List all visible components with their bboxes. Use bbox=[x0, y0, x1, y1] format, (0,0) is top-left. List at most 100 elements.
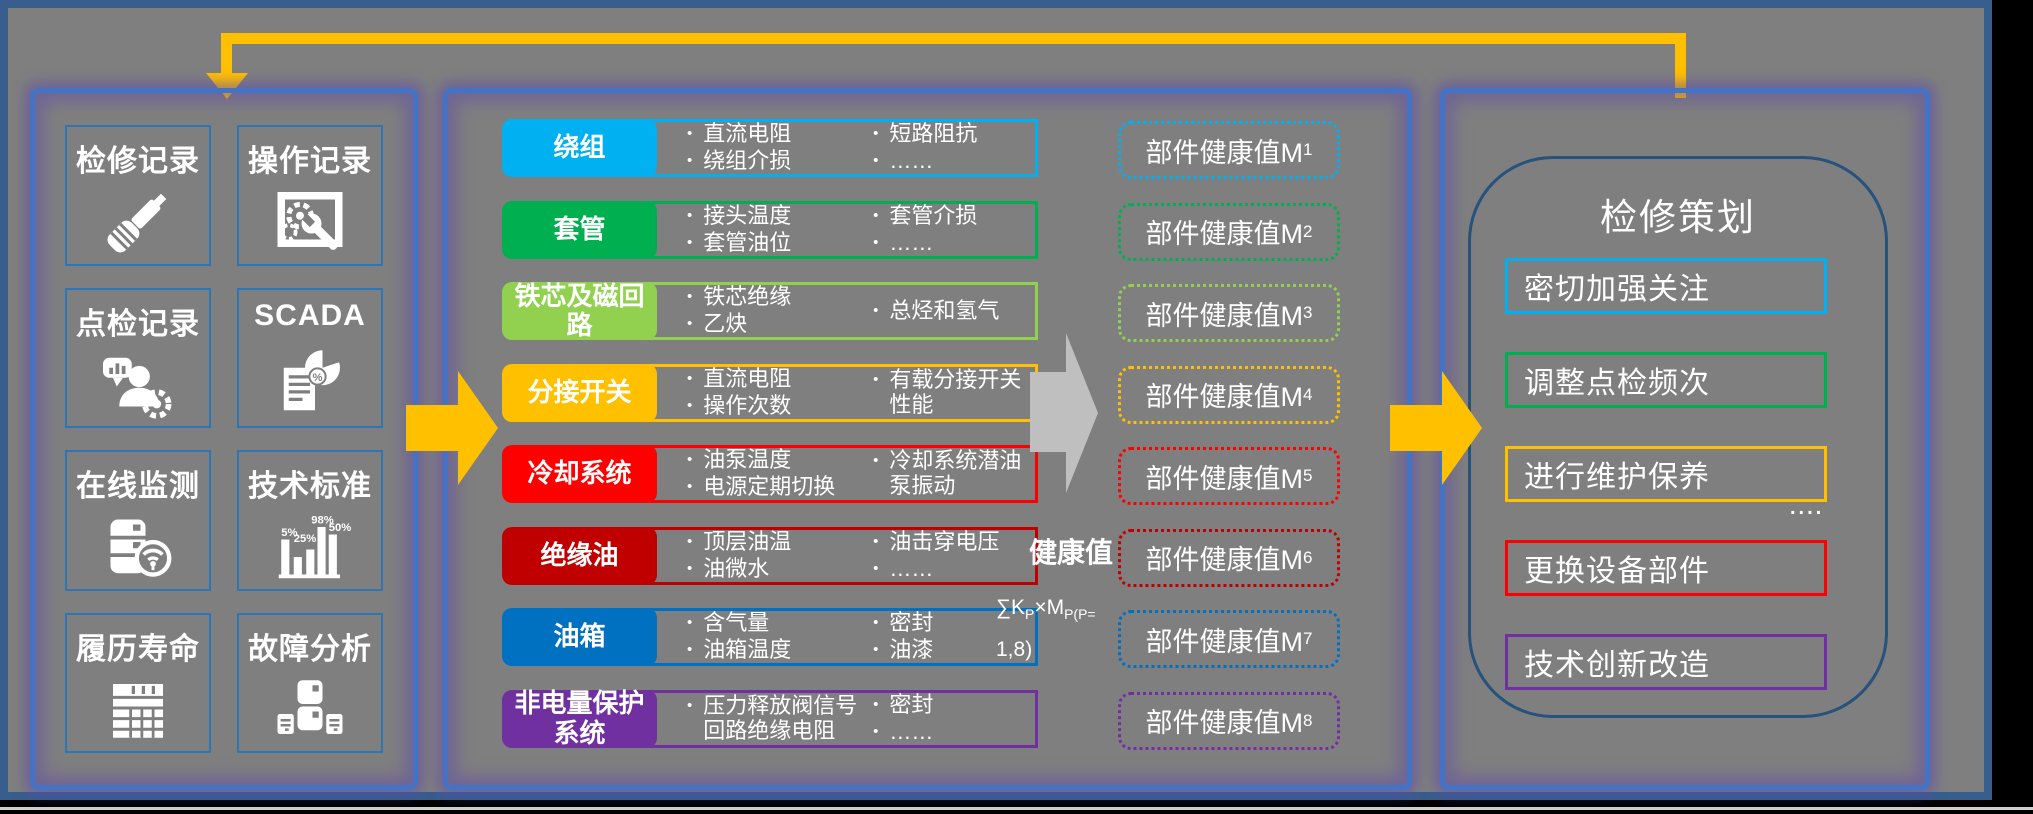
planning-title: 检修策划 bbox=[1600, 197, 1756, 238]
component-health-value-box: 部件健康值M 1 bbox=[1118, 121, 1340, 179]
standards-chart-icon: 5% 25% 98% 50% bbox=[266, 505, 354, 589]
data-source-tiles: 检修记录 操作记录 点检记录 SCADA % 在线监测 技术标准 5% 25% 98… bbox=[65, 125, 383, 753]
component-rows: • 直流电阻 • 绕组介损 • 短路阻抗 •…… 绕组 • 接头温度 • 套管油位 • 套管介损 •… bbox=[502, 119, 1038, 748]
component-row: • 铁芯绝缘 • 乙炔 • 总烃和氢气 铁芯及磁回路 bbox=[502, 281, 1038, 340]
component-row: • 直流电阻 • 绕组介损 • 短路阻抗 •…… 绕组 bbox=[502, 119, 1038, 177]
maintenance-planning-panel: 检修策划 密切加强关注 调整点检频次 进行维护保养 更换设备部件 技术创新改造 .... bbox=[1440, 88, 1930, 790]
fault-analysis-icon bbox=[266, 668, 354, 752]
component-row: • 压力释放阀信号 回路绝缘电阻 • 密封 •…… 非电量保护系统 bbox=[502, 689, 1038, 748]
data-source-label: 在线监测 bbox=[76, 470, 200, 503]
flow-arrow-left-icon bbox=[406, 371, 498, 485]
parameter-item: • 油漆 bbox=[873, 637, 934, 662]
bullet-icon: • bbox=[873, 722, 879, 740]
bullet-icon: • bbox=[873, 301, 879, 319]
parameter-item: • 直流电阻 bbox=[687, 121, 792, 147]
bullet-icon: • bbox=[873, 206, 879, 224]
parameter-item: • 油箱温度 bbox=[687, 637, 792, 662]
planning-action-item: 调整点检频次 bbox=[1505, 352, 1827, 408]
component-row: • 接头温度 • 套管油位 • 套管介损 •…… 套管 bbox=[502, 200, 1038, 259]
svg-text:%: % bbox=[312, 372, 322, 384]
bullet-icon: • bbox=[687, 451, 693, 469]
parameter-item: • 密封 bbox=[873, 610, 934, 636]
online-monitoring-icon bbox=[94, 505, 182, 589]
inspector-person-icon bbox=[94, 343, 182, 427]
parameter-item: • 顶层油温 bbox=[687, 528, 792, 554]
parameter-item: • 有载分接开关性能 bbox=[873, 366, 1022, 417]
component-evaluation-panel: • 直流电阻 • 绕组介损 • 短路阻抗 •…… 绕组 • 接头温度 • 套管油位 • 套管介损 •… bbox=[443, 88, 1412, 790]
health-formula: ∑KP×MP(P= 1,8) bbox=[996, 596, 1096, 661]
more-dots: .... bbox=[1790, 497, 1825, 519]
bullet-icon: • bbox=[873, 532, 879, 550]
parameter-item: • 乙炔 bbox=[687, 311, 748, 336]
bullet-icon: • bbox=[687, 614, 693, 632]
bullet-icon: • bbox=[687, 369, 693, 387]
bullet-icon: • bbox=[687, 206, 693, 224]
component-health-value-box: 部件健康值M 3 bbox=[1118, 284, 1340, 342]
bullet-icon: • bbox=[687, 641, 693, 658]
bullet-icon: • bbox=[873, 559, 879, 577]
planning-action-item: 更换设备部件 bbox=[1505, 540, 1827, 596]
bullet-icon: • bbox=[687, 152, 693, 169]
data-source-tile: 故障分析 bbox=[237, 612, 383, 753]
svg-text:5%: 5% bbox=[281, 527, 297, 539]
parameter-item: •…… bbox=[873, 555, 934, 581]
slide-background bbox=[0, 0, 1992, 800]
bullet-icon: • bbox=[687, 559, 693, 577]
screwdriver-icon bbox=[94, 180, 182, 264]
parameter-item: • 油击穿电压 bbox=[873, 528, 1000, 554]
parameter-item: • 总烃和氢气 bbox=[873, 297, 1000, 323]
parameter-box: • 直流电阻 • 操作次数 • 有载分接开关性能 bbox=[648, 363, 1038, 422]
health-value-label: 健康值 bbox=[1028, 537, 1113, 568]
maintenance-window-icon bbox=[266, 180, 354, 264]
bullet-icon: • bbox=[873, 152, 879, 169]
data-source-label: 技术标准 bbox=[248, 470, 372, 503]
parameter-item: • 密封 bbox=[873, 691, 934, 717]
bullet-icon: • bbox=[687, 532, 693, 550]
parameter-item: • 操作次数 bbox=[687, 392, 792, 418]
component-row: • 顶层油温 • 油微水 • 油击穿电压 •…… 绝缘油 bbox=[502, 526, 1038, 585]
data-source-tile: 检修记录 bbox=[65, 125, 211, 266]
bullet-icon: • bbox=[687, 315, 693, 332]
parameter-box: • 顶层油温 • 油微水 • 油击穿电压 •…… bbox=[648, 526, 1038, 585]
parameter-item: • 铁芯绝缘 bbox=[687, 284, 792, 310]
parameter-box: • 压力释放阀信号 回路绝缘电阻 • 密封 •…… bbox=[648, 689, 1038, 748]
svg-text:98%: 98% bbox=[311, 514, 334, 526]
bullet-icon: • bbox=[687, 396, 693, 414]
component-label: 非电量保护系统 bbox=[502, 689, 657, 748]
component-health-values: 部件健康值M 1 部件健康值M 2 部件健康值M 3 部件健康值M 4 部件健康值M 5 部件健康值… bbox=[1118, 121, 1340, 750]
parameter-item: • 油泵温度 bbox=[687, 447, 792, 473]
bottom-divider bbox=[0, 807, 2033, 810]
component-label: 套管 bbox=[502, 200, 657, 259]
component-label: 绕组 bbox=[502, 119, 657, 177]
parameter-box: • 接头温度 • 套管油位 • 套管介损 •…… bbox=[648, 200, 1038, 259]
planning-actions: 密切加强关注 调整点检频次 进行维护保养 更换设备部件 技术创新改造 bbox=[1505, 258, 1827, 690]
component-health-value-box: 部件健康值M 2 bbox=[1118, 202, 1340, 261]
parameter-item: • 直流电阻 bbox=[687, 365, 792, 391]
data-source-label: 故障分析 bbox=[248, 632, 372, 666]
component-label: 冷却系统 bbox=[502, 445, 657, 503]
component-row: • 直流电阻 • 操作次数 • 有载分接开关性能 分接开关 bbox=[502, 363, 1038, 422]
data-source-label: 检修记录 bbox=[76, 145, 200, 178]
parameter-item: • 含气量 bbox=[687, 610, 770, 636]
component-health-value-box: 部件健康值M 8 bbox=[1118, 691, 1340, 750]
data-source-tile: 技术标准 5% 25% 98% 50% bbox=[237, 450, 383, 591]
scada-report-icon: % bbox=[266, 333, 354, 427]
component-label: 油箱 bbox=[502, 608, 657, 666]
bullet-icon: • bbox=[687, 478, 693, 495]
component-label: 绝缘油 bbox=[502, 526, 657, 585]
health-value-formula-block: 健康值 ∑KP×MP(P= 1,8) bbox=[996, 531, 1146, 671]
component-health-value-box: 部件健康值M 5 bbox=[1118, 447, 1340, 505]
planning-action-item: 技术创新改造 bbox=[1505, 634, 1827, 690]
bullet-icon: • bbox=[687, 125, 693, 143]
planning-action-item: 进行维护保养 bbox=[1505, 446, 1827, 502]
parameter-item: • 绕组介损 bbox=[687, 148, 792, 173]
parameter-item: •…… bbox=[873, 229, 934, 255]
data-source-label: 点检记录 bbox=[76, 307, 200, 341]
bullet-icon: • bbox=[873, 695, 879, 713]
data-source-tile: 在线监测 bbox=[65, 450, 211, 591]
bullet-icon: • bbox=[873, 452, 879, 470]
bullet-icon: • bbox=[873, 641, 879, 658]
component-health-value-box: 部件健康值M 6 bbox=[1118, 528, 1340, 587]
bullet-icon: • bbox=[687, 288, 693, 306]
